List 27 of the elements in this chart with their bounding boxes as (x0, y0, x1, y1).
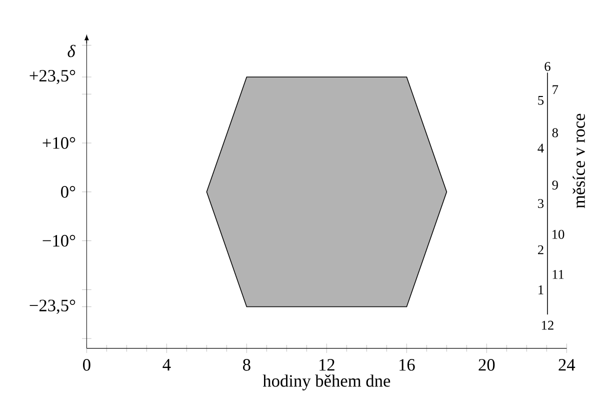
x-tick-label: 24 (558, 359, 576, 371)
annotation: 6 (544, 62, 550, 71)
x-tick-label: 12 (320, 359, 334, 371)
y-tick-label: −23,5° (30, 300, 76, 314)
x-tick-label: 20 (478, 359, 495, 371)
x-tick-label: 0 (83, 359, 90, 371)
annotation: 8 (552, 128, 558, 138)
x-tick-label: 8 (243, 359, 250, 371)
annotation: 7 (552, 85, 558, 94)
annotation: 12 (542, 320, 554, 330)
x-axis-title: hodiny během dne (262, 374, 390, 390)
x-tick-label: 16 (400, 359, 415, 371)
annotation: 3 (538, 199, 544, 208)
y-tick-label: −10° (42, 234, 76, 247)
annotation: 1 (538, 285, 544, 294)
annotation: 4 (538, 144, 544, 153)
y-axis-title: δ (68, 44, 76, 58)
annotation: 9 (552, 180, 558, 190)
annotation: 10 (552, 230, 564, 239)
annotation: 2 (538, 245, 544, 254)
annotation: 11 (552, 270, 564, 279)
y2-axis-title: měsíce v roce (572, 114, 585, 208)
y-tick-label: 0° (61, 186, 76, 198)
y-tick-label: +23,5° (30, 70, 76, 84)
x-tick-label: 4 (162, 359, 171, 370)
y-tick-label: +10° (42, 137, 76, 149)
annotation: 5 (538, 96, 544, 105)
